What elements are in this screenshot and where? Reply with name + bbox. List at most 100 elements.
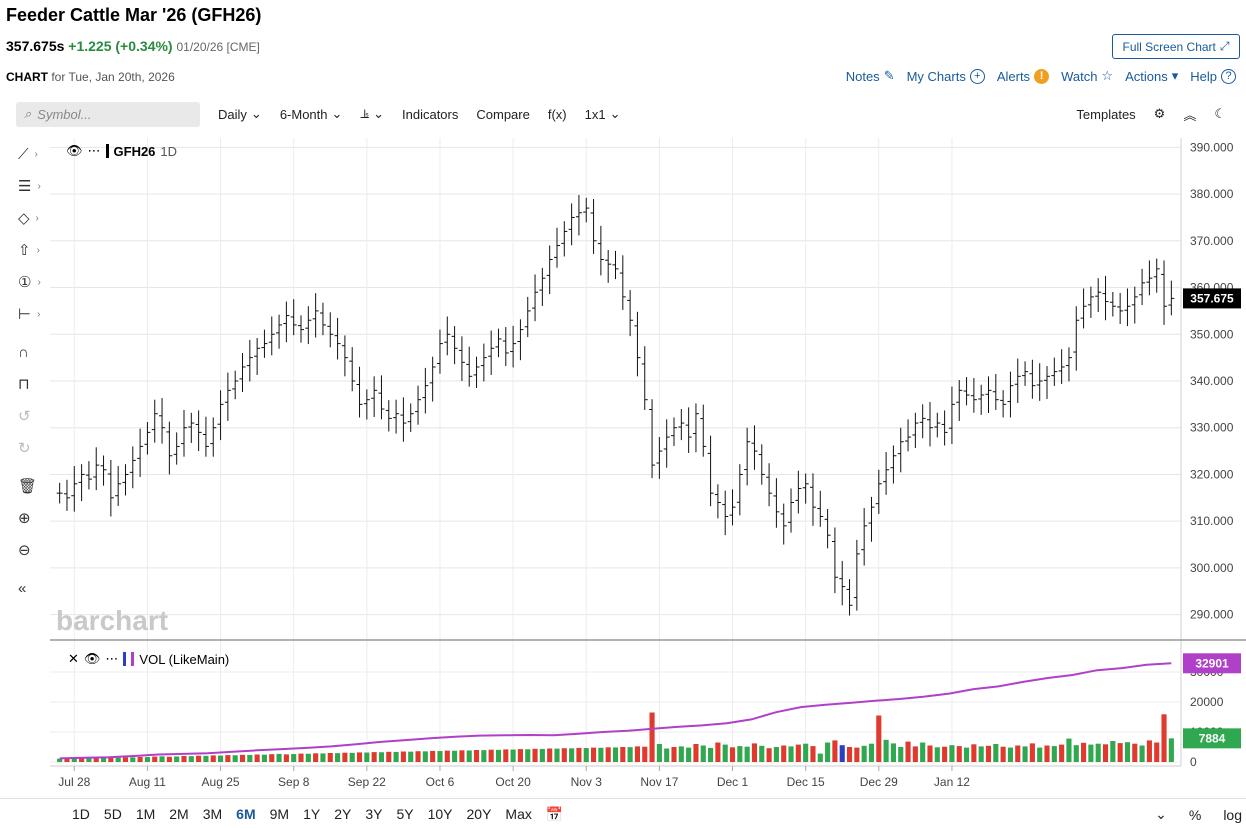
alerts-link[interactable]: Alerts! [997, 68, 1050, 84]
dark-mode-moon-icon[interactable]: ☾ [1214, 106, 1226, 121]
notes-link[interactable]: Notes ✎ [846, 68, 895, 84]
delete-button[interactable]: 🗑 [0, 470, 50, 502]
volume-bar [927, 745, 933, 762]
volume-bar [130, 757, 136, 762]
settings-gear-icon[interactable]: ⚙ [1153, 106, 1166, 121]
percent-scale-toggle[interactable]: % [1188, 806, 1202, 823]
range-3m[interactable]: 3M [202, 806, 223, 822]
ohlc-bar [400, 397, 407, 442]
calendar-icon[interactable]: 📅 [545, 805, 564, 822]
volume-bar [254, 754, 260, 762]
volume-bar [993, 744, 999, 762]
arrow-tool[interactable]: ⇧ › [0, 234, 50, 266]
ohlc-bar [1000, 390, 1007, 418]
ohlc-bar [1036, 363, 1043, 401]
actions-menu[interactable]: Actions ▾ [1125, 68, 1178, 84]
range-1y[interactable]: 1Y [303, 806, 321, 822]
volume-bar [1044, 745, 1050, 762]
ohlc-bar [363, 389, 370, 420]
volume-bar [781, 745, 787, 762]
range-3y[interactable]: 3Y [365, 806, 383, 822]
volume-bar [963, 747, 970, 762]
range-5d[interactable]: 5D [103, 806, 122, 822]
more-dots-icon[interactable]: ⋯ [105, 651, 119, 666]
volume-bar [1081, 742, 1087, 762]
close-icon[interactable]: ✕ [68, 651, 79, 666]
volume-bar [1000, 746, 1006, 762]
ohlc-bar [115, 466, 122, 506]
measure-tool[interactable]: ⊢ › [0, 298, 50, 330]
shape-tool[interactable]: ◇ › [0, 202, 50, 234]
log-scale-toggle[interactable]: log [1223, 806, 1242, 823]
templates-button[interactable]: Templates [1076, 106, 1136, 122]
ohlc-bar [809, 473, 816, 526]
redo-button[interactable]: ↻ [0, 432, 50, 464]
trendline-tool[interactable]: ⟋ › [0, 138, 50, 170]
magnet-tool[interactable]: ∩ [0, 336, 50, 368]
ohlc-bar [129, 446, 136, 489]
range-6m[interactable]: 6M [236, 806, 256, 822]
lock-tool[interactable]: ⊓ [0, 368, 50, 400]
help-label: Help [1190, 68, 1217, 84]
volume-bar [1088, 744, 1094, 762]
layout-dropdown[interactable]: 1x1 ⌄ [585, 106, 621, 122]
ohlc-bar [510, 325, 517, 368]
range-1d[interactable]: 1D [72, 806, 90, 822]
ohlc-bar [517, 319, 524, 361]
actions-label: Actions [1125, 68, 1168, 84]
more-dots-icon[interactable]: ⋯ [87, 143, 101, 158]
volume-bar [276, 753, 282, 762]
range-5y[interactable]: 5Y [396, 806, 414, 822]
ohlc-bar [107, 459, 114, 517]
fib-tool[interactable]: ☰ › [0, 170, 50, 202]
range-9m[interactable]: 9M [269, 806, 290, 822]
watch-link[interactable]: Watch ☆ [1061, 68, 1113, 84]
symbol-placeholder: Symbol... [37, 106, 92, 122]
volume-bar [1029, 743, 1035, 762]
undo-button[interactable]: ↺ [0, 400, 50, 432]
interval-dropdown[interactable]: Daily ⌄ [218, 106, 262, 122]
range-2m[interactable]: 2M [169, 806, 189, 822]
compare-button[interactable]: Compare [476, 106, 530, 122]
ohlc-bar [100, 455, 107, 486]
volume-bar [1015, 745, 1021, 762]
eye-icon[interactable]: 👁 [66, 143, 83, 158]
full-screen-chart-button[interactable]: Full Screen Chart ⤢ [1112, 34, 1240, 59]
price-chart[interactable]: 290.000 300.000 310.000 320.000 330.000 340.0… [50, 138, 1246, 798]
range-dropdown[interactable]: 6-Month ⌄ [280, 106, 343, 122]
ohlc-bar [407, 403, 414, 432]
volume-bar [393, 751, 399, 762]
zoom-in-button[interactable]: ⊕ [0, 502, 50, 534]
help-link[interactable]: Help? [1190, 68, 1236, 84]
eye-icon[interactable]: 👁 [83, 651, 101, 666]
volume-bar [627, 747, 633, 762]
zoom-out-button[interactable]: ⊖ [0, 534, 50, 566]
volume-average-line [59, 662, 1172, 760]
range-max[interactable]: Max [505, 806, 532, 822]
chart-for-date: for Tue, Jan 20th, 2026 [51, 70, 175, 84]
indicators-button[interactable]: Indicators [402, 106, 459, 122]
double-chevron-down-icon[interactable]: ⌄ [1155, 806, 1167, 822]
volume-bar [291, 754, 297, 762]
chart-type-dropdown[interactable]: ⫡ ⌄ [360, 106, 384, 122]
chart-area[interactable]: 290.000 300.000 310.000 320.000 330.000 340.0… [50, 138, 1246, 798]
range-2y[interactable]: 2Y [334, 806, 352, 822]
symbol-search-input[interactable]: ⌕ Symbol... [16, 101, 200, 127]
price-tick-label: 330.000 [1190, 421, 1234, 435]
collapse-toolbar-button[interactable]: « [0, 572, 50, 604]
range-20y[interactable]: 20Y [466, 806, 492, 822]
collapse-up-icon[interactable]: ︽ [1183, 107, 1197, 123]
time-tick-label: Aug 25 [202, 775, 240, 789]
volume-bar [715, 742, 721, 762]
number-marker-tool[interactable]: ① › [0, 266, 50, 298]
my-charts-link[interactable]: My Charts + [907, 68, 985, 84]
trendline-icon: ⟋ [18, 145, 29, 163]
volume-tick-label: 0 [1190, 755, 1197, 769]
range-1m[interactable]: 1M [135, 806, 156, 822]
fx-button[interactable]: f(x) [547, 106, 567, 122]
ohlc-bar [780, 503, 787, 545]
range-10y[interactable]: 10Y [427, 806, 453, 822]
ohlc-bar [1014, 358, 1021, 403]
price-tick-label: 370.000 [1190, 234, 1234, 248]
volume-bar [100, 757, 107, 762]
